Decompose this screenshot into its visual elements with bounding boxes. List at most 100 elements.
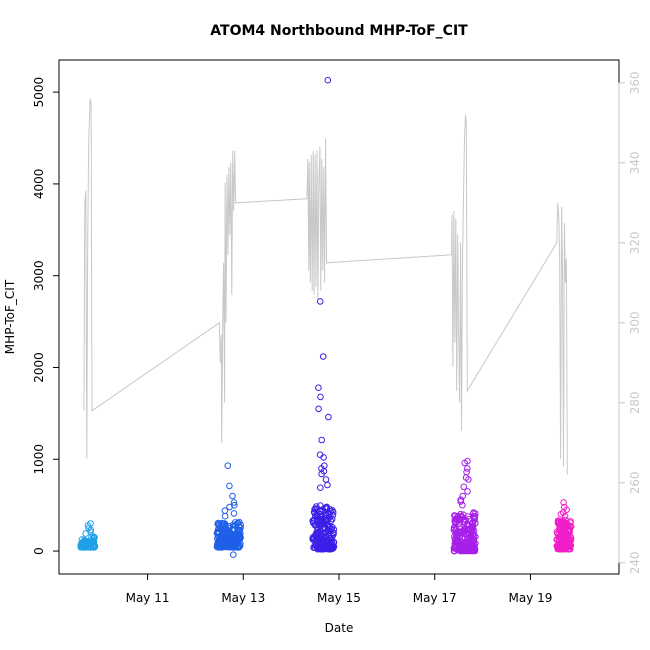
x-tick-label: May 11 <box>126 591 170 605</box>
data-point <box>317 393 324 401</box>
data-point <box>318 543 326 551</box>
data-point <box>216 541 223 548</box>
y2-tick-label: 240 <box>628 551 642 574</box>
data-point <box>320 454 327 461</box>
data-point <box>465 476 472 483</box>
data-point <box>327 545 335 553</box>
data-point <box>323 521 331 529</box>
data-point <box>233 520 241 527</box>
data-point <box>327 517 335 525</box>
data-point <box>461 534 469 542</box>
data-point <box>231 541 238 548</box>
data-point <box>456 515 463 523</box>
data-point <box>316 298 324 305</box>
y2-tick-label: 360 <box>628 71 642 94</box>
data-point <box>557 511 565 518</box>
data-point <box>320 544 328 552</box>
data-point <box>561 545 569 553</box>
data-point <box>323 514 330 522</box>
data-point <box>81 542 89 550</box>
data-point <box>464 465 471 472</box>
data-point <box>314 527 321 534</box>
x-axis: May 11 May 13 May 15 May 17 May 19 <box>126 573 552 605</box>
data-point <box>452 519 459 527</box>
data-point <box>463 468 470 476</box>
data-point <box>560 531 567 539</box>
data-point <box>315 384 322 392</box>
data-point <box>453 534 461 541</box>
data-point <box>461 459 469 467</box>
series-line <box>83 98 568 475</box>
data-point <box>221 507 229 515</box>
data-point <box>469 546 477 554</box>
data-point <box>316 516 324 523</box>
x-tick-label: May 17 <box>413 591 457 605</box>
data-point <box>557 532 564 539</box>
y2-tick-label: 340 <box>628 151 642 174</box>
data-point <box>213 530 221 537</box>
y2-tick-label: 300 <box>628 311 642 334</box>
y-axis-label: MHP-ToF_CIT <box>3 279 17 354</box>
data-point <box>460 527 467 535</box>
data-point <box>226 503 233 511</box>
data-point <box>319 353 327 360</box>
data-point <box>470 509 477 516</box>
data-point <box>464 488 471 495</box>
data-point <box>85 539 93 547</box>
data-point <box>90 543 97 551</box>
plot-box <box>58 59 620 575</box>
data-point <box>471 520 479 527</box>
data-point <box>230 499 238 506</box>
data-point <box>229 492 236 500</box>
line-series <box>83 98 568 475</box>
data-point <box>560 539 567 547</box>
data-point <box>327 525 335 533</box>
data-point <box>322 511 330 519</box>
data-point <box>452 538 460 546</box>
data-point <box>465 522 473 529</box>
data-point <box>465 546 472 554</box>
data-point <box>82 530 89 537</box>
data-point <box>459 501 466 509</box>
x-axis-label: Date <box>325 621 354 635</box>
data-point <box>325 413 332 421</box>
data-point <box>226 482 233 490</box>
x-tick-label: May 13 <box>221 591 265 605</box>
data-point <box>554 536 561 544</box>
data-point <box>561 512 569 520</box>
data-point <box>221 512 229 520</box>
data-point <box>235 533 243 540</box>
data-point <box>555 544 563 551</box>
data-point <box>231 522 239 530</box>
data-point <box>312 537 320 544</box>
data-point <box>460 483 468 491</box>
data-point <box>324 481 331 489</box>
data-point <box>89 539 96 546</box>
data-point <box>463 538 470 546</box>
data-point <box>564 523 572 531</box>
data-point <box>451 540 459 547</box>
data-point <box>322 504 330 511</box>
data-point <box>559 519 567 527</box>
data-point <box>220 542 227 550</box>
data-point <box>458 541 466 549</box>
data-point <box>560 499 567 506</box>
data-point <box>224 462 232 470</box>
data-point <box>228 536 236 543</box>
data-point <box>317 484 324 492</box>
data-point <box>468 528 475 536</box>
data-point <box>324 76 332 84</box>
y-tick-label: 0 <box>32 547 46 555</box>
data-point <box>84 522 92 529</box>
data-point <box>326 542 334 549</box>
data-point <box>457 498 465 505</box>
data-point <box>326 535 334 542</box>
data-point <box>459 492 467 500</box>
data-point <box>322 476 330 483</box>
data-point <box>318 436 326 444</box>
data-point <box>312 505 319 512</box>
data-point <box>311 506 318 513</box>
y-tick-label: 5000 <box>32 77 46 108</box>
x-tick-label: May 15 <box>317 591 361 605</box>
y2-tick-label: 320 <box>628 231 642 254</box>
